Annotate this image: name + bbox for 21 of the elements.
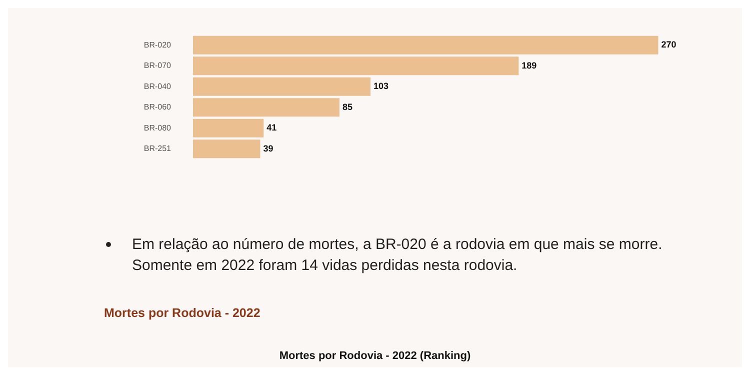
text: Mortes por Rodovia - 2022 (Ranking) [278,350,472,362]
bar [193,36,658,54]
y-tick-label: BR-080 [144,123,172,132]
bar [193,140,260,158]
data-label: 39 [263,143,274,154]
bar [193,118,264,138]
bar [193,56,519,76]
y-tick-label: BR-040 [144,82,172,91]
data-label: 270 [661,40,676,50]
y-tick-label: BR-060 [144,102,172,112]
y-tick-label: BR-070 [144,61,172,70]
data-label: 189 [522,60,537,70]
text: Em relação ao número de mortes, a BR-020 é a rodovia em que mais se morre. Somente em 2022 foram 14 vidas perdidas nesta rodovia. [132,235,664,276]
y-tick-label: BR-020 [144,40,172,50]
data-label: 85 [342,102,352,112]
bar [193,98,340,117]
data-label: 103 [373,81,389,92]
y-tick-label: BR-251 [144,144,172,154]
bar [193,77,370,96]
data-label: 41 [266,122,277,133]
text: Mortes por Rodovia - 2022 [104,306,260,320]
